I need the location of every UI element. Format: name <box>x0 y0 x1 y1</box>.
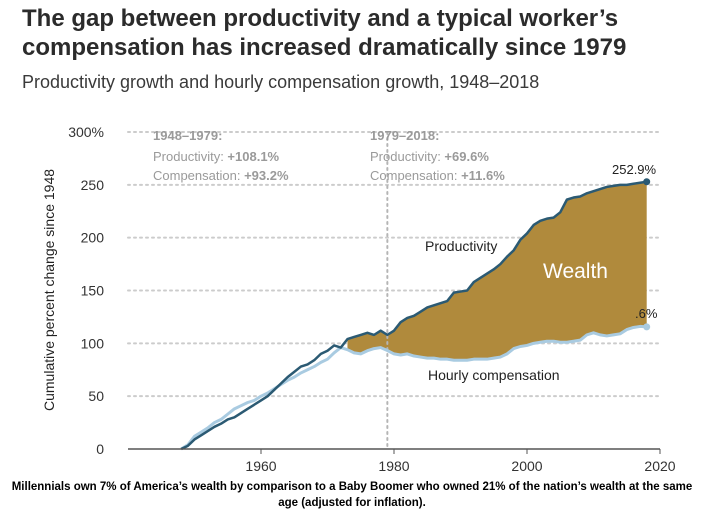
productivity-end-point <box>643 178 651 186</box>
x-tick-label-2020: 2020 <box>644 458 675 474</box>
period1-compensation-label: Compensation: <box>153 168 244 183</box>
chart-title: The gap between productivity and a typic… <box>22 5 627 61</box>
y-tick-label-0: 0 <box>96 441 104 457</box>
compensation-end-value: .6% <box>635 306 658 321</box>
compensation-end-point <box>643 323 651 331</box>
period2-compensation-value: +11.6% <box>461 168 505 183</box>
y-tick-label-150: 150 <box>81 283 105 299</box>
period2-productivity-label: Productivity: <box>370 149 444 164</box>
period2-compensation-label: Compensation: <box>370 168 461 183</box>
period1-productivity-label: Productivity: <box>153 149 227 164</box>
series-line-hourly-compensation <box>180 324 647 451</box>
period2-heading: 1979–2018: <box>370 128 439 143</box>
period1-productivity: Productivity: +108.1% <box>153 149 280 164</box>
y-tick-label-300: 300% <box>68 124 104 140</box>
period2-productivity: Productivity: +69.6% <box>370 149 489 164</box>
compensation-series-label: Hourly compensation <box>428 367 560 383</box>
period1-compensation: Compensation: +93.2% <box>153 168 289 183</box>
productivity-end-value: 252.9% <box>612 162 657 177</box>
productivity-series-label: Productivity <box>425 238 497 254</box>
caption: Millennials own 7% of America’s wealth b… <box>11 481 693 509</box>
y-tick-label-50: 50 <box>88 388 104 404</box>
period1-heading: 1948–1979: <box>153 128 222 143</box>
y-tick-label-250: 250 <box>81 177 105 193</box>
chart-svg: 0 50 100 150 200 250 300% 1960 1980 2000 2020 Cumu… <box>41 124 676 474</box>
tick-labels: 0 50 100 150 200 250 300% 1960 1980 2000 2020 <box>68 124 676 474</box>
series-line-productivity <box>180 180 647 451</box>
x-tick-label-2000: 2000 <box>511 458 542 474</box>
period2-compensation: Compensation: +11.6% <box>370 168 505 183</box>
y-axis-title: Cumulative percent change since 1948 <box>41 169 57 411</box>
period1-compensation-value: +93.2% <box>244 168 289 183</box>
y-tick-label-200: 200 <box>81 230 105 246</box>
x-tick-label-1980: 1980 <box>378 458 409 474</box>
chart-subtitle: Productivity growth and hourly compensat… <box>22 72 540 92</box>
period1-productivity-value: +108.1% <box>227 149 279 164</box>
x-tick-label-1960: 1960 <box>245 458 276 474</box>
wealth-gap-label: Wealth <box>543 260 608 283</box>
period2-productivity-value: +69.6% <box>444 149 489 164</box>
wealth-gap-area <box>347 181 647 361</box>
y-tick-label-100: 100 <box>81 335 105 351</box>
